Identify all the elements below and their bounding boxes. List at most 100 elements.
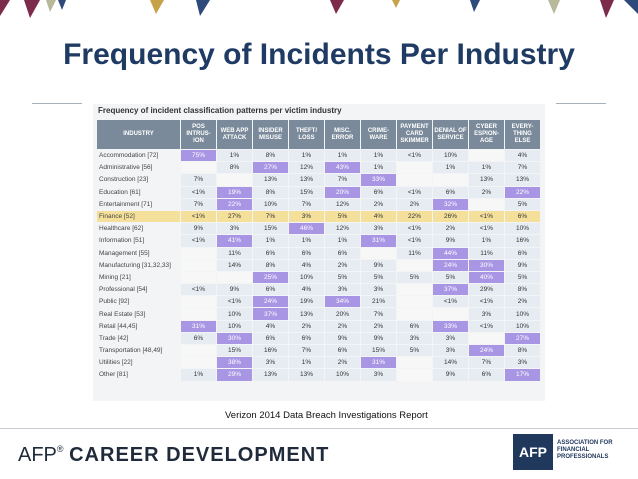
table-cell: 10%	[216, 307, 253, 321]
table-cell: 22%	[504, 185, 541, 199]
table-cell: 1%	[216, 148, 253, 163]
table-cell: 19%	[288, 295, 325, 309]
table-cell: 3%	[288, 209, 325, 224]
table-cell: 3%	[360, 368, 397, 382]
table-cell	[396, 295, 433, 309]
table-row: Finance [52] <1% 27% 7% 3% 5% 4% 22% 26% <1% 6%	[96, 209, 541, 224]
table-cell: 29%	[468, 283, 505, 297]
table-cell: 2%	[324, 258, 361, 272]
table-cell: 15%	[252, 222, 289, 236]
table-cell: 5%	[396, 270, 433, 285]
table-cell: 14%	[432, 356, 469, 370]
table-cell: 15%	[216, 343, 253, 358]
table-cell: 6%	[396, 319, 433, 333]
table-cell: 6%	[252, 246, 289, 260]
table-cell: 33%	[360, 173, 397, 187]
industry-label: Transportation [48,49]	[96, 343, 181, 358]
table-cell: 11%	[396, 246, 433, 260]
table-cell: 1%	[468, 161, 505, 175]
table-cell: 46%	[288, 222, 325, 236]
table-cell: 15%	[360, 343, 397, 358]
source-caption: Verizon 2014 Data Breach Investigations …	[225, 410, 428, 421]
table-cell: 5%	[432, 270, 469, 285]
table-cell: 12%	[324, 197, 361, 211]
footer-brand: AFP® CAREER DEVELOPMENT	[18, 444, 329, 467]
table-cell: 22%	[396, 209, 433, 224]
table-cell: 31%	[180, 319, 217, 333]
table-cell	[360, 246, 397, 260]
table-row: Manufacturing [31,32,33] 14% 8% 4% 2% 9% 24% 30…	[96, 258, 541, 272]
table-cell: 10%	[216, 319, 253, 333]
table-cell: 1%	[288, 356, 325, 370]
table-cell: 6%	[252, 331, 289, 346]
table-cell: 10%	[432, 148, 469, 163]
industry-label: Healthcare [62]	[96, 222, 181, 236]
table-cell: 24%	[468, 343, 505, 358]
figure-title: Frequency of incident classification pat…	[98, 106, 342, 115]
table-cell: 14%	[216, 258, 253, 272]
industry-label: Other [81]	[96, 368, 181, 382]
table-cell: 13%	[252, 368, 289, 382]
table-cell	[180, 343, 217, 358]
table-cell: 38%	[216, 356, 253, 370]
table-cell: 27%	[252, 161, 289, 175]
industry-label: Public [92]	[96, 295, 181, 309]
table-header-row: INDUSTRY POS INTRUS-ION WEB APP ATTACK INSI…	[96, 119, 541, 150]
table-cell: 20%	[324, 185, 361, 199]
table-cell	[468, 197, 505, 211]
table-cell: 3%	[216, 222, 253, 236]
table-cell: 7%	[180, 197, 217, 211]
table-cell: 11%	[468, 246, 505, 260]
table-cell: 6%	[252, 283, 289, 297]
table-cell: 3%	[432, 331, 469, 346]
table-cell: 6%	[504, 209, 541, 224]
table-cell: 10%	[504, 307, 541, 321]
table-cell: 1%	[252, 234, 289, 248]
table-cell: 7%	[288, 343, 325, 358]
table-cell: 6%	[180, 331, 217, 346]
table-cell: 75%	[180, 148, 217, 163]
industry-label: Trade [42]	[96, 331, 181, 346]
table-cell: 8%	[252, 258, 289, 272]
table-cell: 10%	[504, 222, 541, 236]
table-cell: 7%	[252, 209, 289, 224]
table-cell: 6%	[324, 246, 361, 260]
table-cell: 6%	[360, 185, 397, 199]
table-cell: 12%	[288, 161, 325, 175]
table-row: Utilities [22] 38% 3% 1% 2% 31% 14% 7% 3%	[96, 356, 541, 370]
table-cell: 3%	[396, 331, 433, 346]
table-cell: 10%	[288, 270, 325, 285]
title-rule-right	[556, 103, 606, 104]
table-cell	[216, 173, 253, 187]
industry-label: Entertainment [71]	[96, 197, 181, 211]
incident-table: INDUSTRY POS INTRUS-ION WEB APP ATTACK INSI…	[96, 119, 541, 382]
table-header-cell: EVERY-THING ELSE	[504, 119, 541, 150]
table-cell: 4%	[360, 209, 397, 224]
industry-label: Mining [21]	[96, 270, 181, 285]
table-cell: 5%	[324, 270, 361, 285]
table-cell: 2%	[468, 185, 505, 199]
industry-label: Finance [52]	[96, 209, 181, 224]
table-header-cell: POS INTRUS-ION	[180, 119, 217, 150]
table-cell: 7%	[324, 173, 361, 187]
table-cell	[180, 307, 217, 321]
table-row: Retail [44,45] 31% 10% 4% 2% 2% 2% 6% 33% <1% 10%	[96, 319, 541, 333]
table-cell: 12%	[324, 222, 361, 236]
table-cell: 5%	[324, 209, 361, 224]
table-cell: 1%	[360, 161, 397, 175]
table-cell: 21%	[360, 295, 397, 309]
table-row: Education [61] <1% 19% 8% 15% 20% 6% <1% 6% 2% 22%	[96, 185, 541, 199]
table-cell: 32%	[432, 197, 469, 211]
table-cell: 2%	[396, 197, 433, 211]
table-cell: 3%	[468, 307, 505, 321]
industry-label: Information [51]	[96, 234, 181, 248]
industry-label: Accommodation [72]	[96, 148, 181, 163]
table-cell	[396, 173, 433, 187]
table-cell: 8%	[504, 343, 541, 358]
table-row: Professional [54] <1% 9% 6% 4% 3% 3% 37% 29% 8%	[96, 283, 541, 297]
table-cell: 1%	[288, 148, 325, 163]
table-cell: <1%	[180, 234, 217, 248]
table-cell: 1%	[180, 368, 217, 382]
table-cell	[396, 161, 433, 175]
table-cell: 9%	[216, 283, 253, 297]
